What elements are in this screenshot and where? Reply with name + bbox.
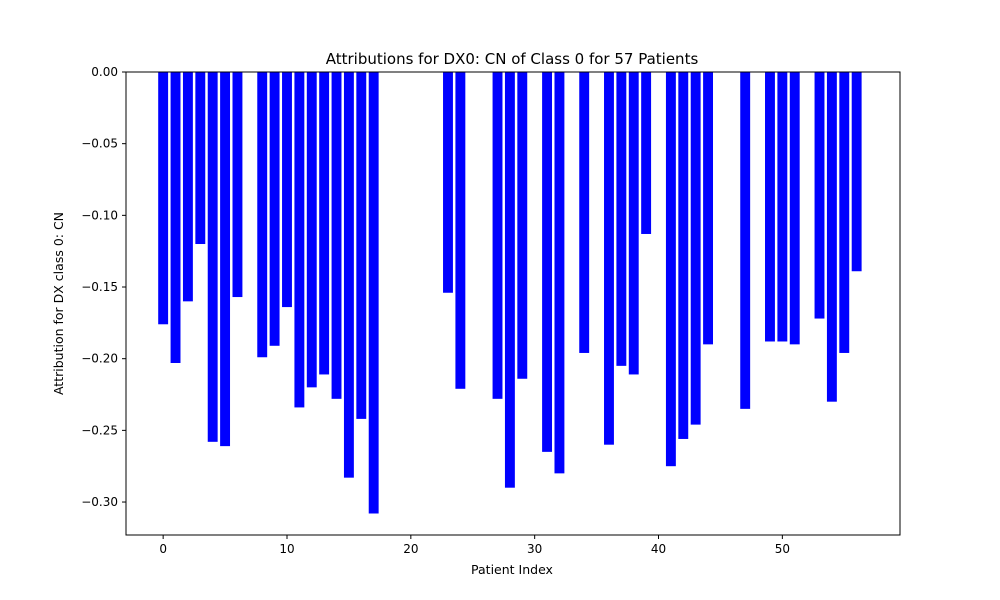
bar bbox=[306, 72, 317, 388]
bar bbox=[319, 72, 330, 375]
bar bbox=[690, 72, 701, 425]
x-tick-label: 50 bbox=[775, 542, 790, 556]
y-tick-label: −0.15 bbox=[81, 280, 118, 294]
bar bbox=[232, 72, 243, 298]
x-axis-ticks: 0 10 20 30 40 50 bbox=[159, 535, 790, 556]
x-tick-label: 10 bbox=[279, 542, 294, 556]
bar bbox=[616, 72, 627, 366]
y-axis-ticks: 0.00 −0.05 −0.10 −0.15 −0.20 −0.25 −0.30 bbox=[81, 65, 126, 509]
plot-frame bbox=[125, 71, 901, 536]
bar bbox=[257, 72, 268, 358]
bar bbox=[356, 72, 367, 419]
bar bbox=[851, 72, 862, 272]
bar bbox=[604, 72, 614, 445]
bar bbox=[269, 72, 280, 346]
y-tick-label: 0.00 bbox=[91, 65, 118, 79]
bar bbox=[207, 72, 218, 442]
bar bbox=[158, 72, 169, 325]
bar bbox=[777, 72, 788, 342]
bar bbox=[455, 72, 466, 389]
bar bbox=[579, 72, 590, 353]
bar bbox=[554, 72, 565, 474]
bar-series bbox=[158, 72, 862, 514]
bar bbox=[368, 72, 379, 514]
bar bbox=[814, 72, 825, 319]
bar bbox=[343, 72, 354, 478]
bar bbox=[170, 72, 181, 363]
x-tick-label: 40 bbox=[651, 542, 666, 556]
bar bbox=[678, 72, 689, 439]
bar bbox=[220, 72, 231, 447]
bar bbox=[182, 72, 193, 302]
x-tick-label: 30 bbox=[527, 542, 542, 556]
bar bbox=[331, 72, 342, 399]
bar bbox=[195, 72, 206, 245]
chart-title: Attributions for DX0: CN of Class 0 for … bbox=[326, 50, 699, 68]
bar bbox=[443, 72, 453, 293]
bar bbox=[703, 72, 714, 345]
bar bbox=[839, 72, 850, 353]
bar bbox=[542, 72, 553, 452]
x-tick-label: 0 bbox=[159, 542, 167, 556]
x-axis-label: Patient Index bbox=[471, 562, 553, 577]
bar bbox=[294, 72, 305, 408]
bar bbox=[492, 72, 503, 399]
x-tick-label: 20 bbox=[403, 542, 418, 556]
bar bbox=[765, 72, 775, 342]
y-tick-label: −0.20 bbox=[81, 352, 118, 366]
y-tick-label: −0.05 bbox=[81, 137, 118, 151]
bar bbox=[641, 72, 652, 234]
bar bbox=[282, 72, 292, 308]
bar bbox=[665, 72, 676, 467]
bar bbox=[740, 72, 751, 409]
y-tick-label: −0.25 bbox=[81, 423, 118, 437]
y-axis-label: Attribution for DX class 0: CN bbox=[51, 212, 66, 395]
bar bbox=[517, 72, 528, 379]
y-tick-label: −0.30 bbox=[81, 495, 118, 509]
bar bbox=[504, 72, 515, 488]
bar bbox=[826, 72, 837, 402]
y-tick-label: −0.10 bbox=[81, 208, 118, 222]
bar bbox=[789, 72, 800, 345]
bar bbox=[628, 72, 639, 375]
